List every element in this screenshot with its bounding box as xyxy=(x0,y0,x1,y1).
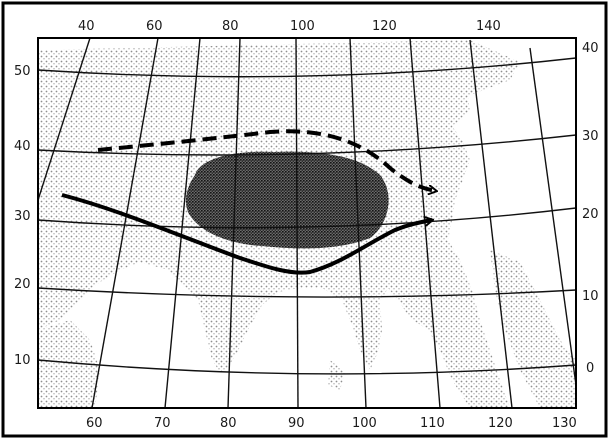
africa-landmass xyxy=(38,320,100,408)
lon-line-60 xyxy=(91,38,159,408)
left-label: 50 xyxy=(14,64,31,79)
lat-line-10 xyxy=(38,359,576,375)
top-label: 40 xyxy=(78,19,95,34)
longitude-lines xyxy=(38,38,576,408)
lon-line-70 xyxy=(164,38,201,408)
lat-line-20 xyxy=(38,287,576,298)
top-label: 140 xyxy=(476,19,501,34)
top-label: 80 xyxy=(222,19,239,34)
right-label: 10 xyxy=(582,289,599,304)
left-label: 40 xyxy=(14,139,31,154)
right-label: 40 xyxy=(582,41,599,56)
lat-line-50 xyxy=(38,57,576,78)
plateau-region xyxy=(185,151,389,249)
right-latitude-labels: 40 30 20 10 0 xyxy=(582,41,599,376)
bottom-label: 80 xyxy=(220,416,237,431)
lon-line-100 xyxy=(349,38,367,408)
lat-line-30 xyxy=(38,207,576,229)
right-label: 30 xyxy=(582,129,599,144)
sri-lanka xyxy=(328,360,345,390)
bottom-label: 90 xyxy=(288,416,305,431)
right-label: 20 xyxy=(582,207,599,222)
map-border xyxy=(37,37,577,409)
bottom-label: 60 xyxy=(86,416,103,431)
lon-line-90 xyxy=(295,38,299,408)
bottom-label: 100 xyxy=(352,416,377,431)
bottom-label: 130 xyxy=(552,416,577,431)
top-longitude-labels: 40 60 80 100 120 140 xyxy=(78,19,501,34)
bottom-longitude-labels: 60 70 80 90 100 110 120 130 xyxy=(86,416,577,431)
lon-line-80 xyxy=(227,38,241,408)
latitude-lines xyxy=(38,57,576,375)
top-label: 60 xyxy=(146,19,163,34)
top-label: 100 xyxy=(290,19,315,34)
left-latitude-labels: 50 40 30 20 10 xyxy=(14,64,31,368)
lat-line-40 xyxy=(38,134,576,156)
left-label: 20 xyxy=(14,277,31,292)
bottom-label: 70 xyxy=(154,416,171,431)
lon-line-130 xyxy=(529,47,576,386)
bottom-label: 110 xyxy=(420,416,445,431)
se-asia-landmass xyxy=(490,250,576,408)
left-label: 30 xyxy=(14,209,31,224)
jet-stream-solid-arrow xyxy=(61,193,432,275)
lon-line-40 xyxy=(38,38,91,201)
jet-stream-dashed-arrow xyxy=(97,129,436,191)
left-label: 10 xyxy=(14,353,31,368)
right-label: 0 xyxy=(586,361,594,376)
lon-line-120 xyxy=(469,39,513,408)
map-area xyxy=(38,38,576,408)
top-label: 120 xyxy=(372,19,397,34)
bottom-label: 120 xyxy=(488,416,513,431)
